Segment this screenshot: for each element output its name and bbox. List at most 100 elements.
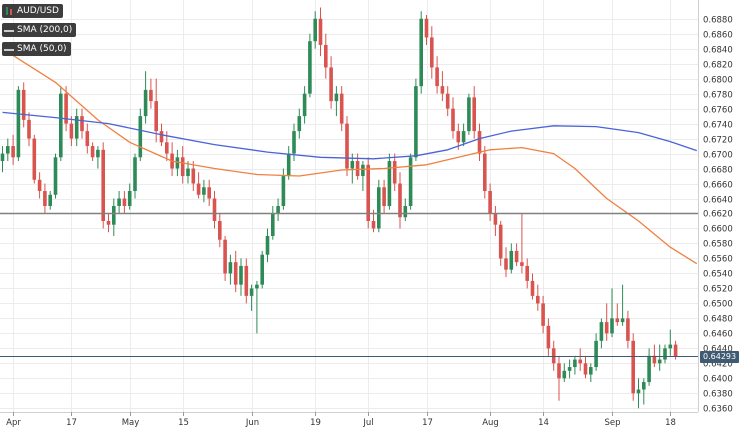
legend-pair[interactable]: AUD/USD	[2, 4, 63, 18]
candle	[106, 213, 111, 233]
candle-body	[122, 198, 127, 206]
candle	[149, 78, 153, 109]
y-tick-label: 0.6560	[703, 255, 733, 265]
candle	[610, 288, 614, 338]
y-tick-label: 0.6440	[703, 345, 733, 355]
candle	[324, 33, 328, 79]
candle	[48, 191, 52, 210]
candle	[170, 142, 174, 177]
candle	[424, 14, 429, 45]
candle-body	[477, 131, 482, 154]
candle	[382, 179, 386, 214]
candle	[223, 235, 227, 281]
candle	[514, 243, 519, 266]
y-tick-label: 0.6880	[703, 16, 733, 26]
candle-body	[21, 89, 26, 120]
candle-body	[599, 322, 604, 341]
candle-body	[483, 153, 487, 192]
x-tick-label: 14	[538, 418, 549, 428]
candle	[207, 179, 211, 206]
candle-body	[578, 359, 582, 364]
candle	[53, 153, 58, 199]
candle	[302, 86, 307, 124]
candle-body	[138, 116, 143, 158]
candle-body	[143, 89, 148, 117]
candle	[196, 172, 201, 199]
candle	[112, 198, 116, 236]
candle-body	[260, 254, 264, 285]
candle-body	[403, 206, 408, 218]
y-tick-label: 0.6420	[703, 360, 733, 370]
candle-body	[583, 363, 588, 375]
legend-sma200[interactable]: SMA (200,0)	[2, 23, 77, 37]
candle	[90, 142, 95, 162]
candle-body	[594, 340, 598, 368]
candle	[339, 86, 344, 132]
candle	[520, 213, 524, 274]
candle	[11, 134, 15, 165]
candle-body	[424, 18, 429, 38]
candle	[461, 123, 466, 147]
y-tick-label: 0.6600	[703, 225, 733, 235]
candle-body	[589, 367, 593, 375]
candle-body	[530, 280, 535, 296]
x-tick-label: Jul	[362, 418, 373, 428]
candle	[430, 26, 434, 79]
candle	[536, 284, 540, 311]
candle	[239, 258, 243, 296]
candle	[186, 161, 190, 184]
candle	[138, 108, 143, 162]
candle	[308, 33, 312, 98]
candle-body	[48, 194, 52, 206]
candle	[355, 153, 360, 180]
legend-sma50[interactable]: SMA (50,0)	[2, 42, 71, 56]
candle	[620, 284, 625, 326]
line-icon	[4, 44, 14, 54]
candle	[16, 86, 21, 162]
candle	[647, 348, 651, 386]
candle-body	[604, 322, 609, 334]
candle-body	[112, 206, 116, 225]
candle	[642, 378, 646, 405]
candle	[255, 280, 259, 334]
candle-body	[159, 131, 164, 143]
y-tick-label: 0.6840	[703, 46, 733, 56]
candle	[133, 153, 137, 199]
candle-body	[207, 187, 211, 199]
candle	[366, 157, 370, 229]
candle-body	[265, 235, 270, 255]
candle	[96, 146, 100, 169]
y-tick-label: 0.6740	[703, 121, 733, 131]
candle-body	[329, 67, 333, 102]
candle-body	[445, 93, 450, 109]
candle	[573, 355, 577, 375]
y-axis: 0.6880 0.6860 0.6840 0.6820 0.6800 0.6780 0.67…	[703, 16, 733, 415]
candle	[578, 348, 582, 371]
candle	[615, 303, 620, 326]
candle-body	[212, 198, 217, 221]
legend-sma200-label: SMA (200,0)	[17, 25, 73, 35]
candle-body	[6, 146, 10, 154]
y-tick-label: 0.6780	[703, 91, 733, 101]
x-tick-label: May	[122, 418, 140, 428]
candle-body	[53, 157, 58, 195]
candle	[329, 56, 333, 109]
y-tick-label: 0.6480	[703, 315, 733, 325]
candle-body	[37, 179, 42, 192]
candle-body	[324, 44, 328, 68]
candle	[6, 138, 10, 162]
candle-body	[286, 153, 291, 177]
candle-body	[626, 318, 630, 341]
candle	[361, 161, 365, 192]
candle-body	[673, 344, 678, 357]
candle-body	[657, 359, 662, 364]
y-tick-label: 0.6800	[703, 76, 733, 86]
candle	[498, 220, 503, 266]
y-tick-label: 0.6680	[703, 166, 733, 176]
candle	[249, 284, 254, 311]
candle-body	[514, 250, 519, 263]
candle-body	[180, 157, 185, 177]
candle-body	[382, 187, 386, 206]
y-tick-label: 0.6580	[703, 240, 733, 250]
y-tick-label: 0.6720	[703, 136, 733, 146]
